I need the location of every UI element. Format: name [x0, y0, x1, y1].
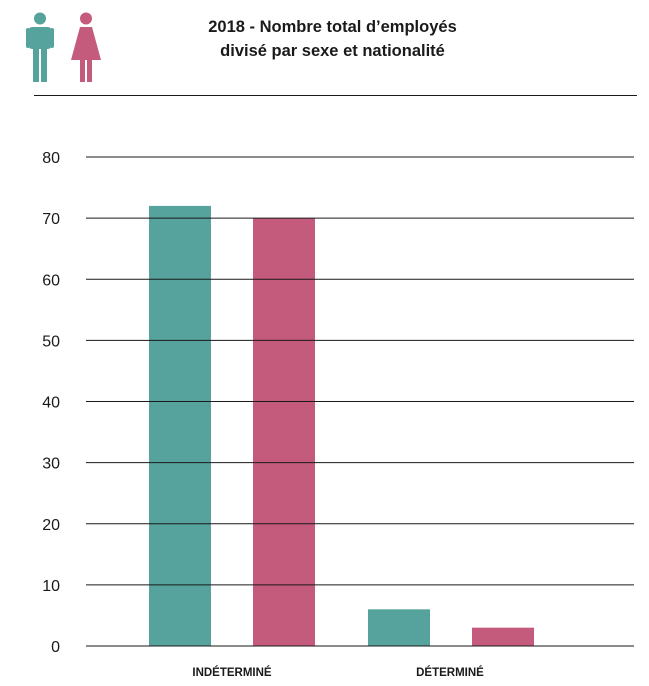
chart-title-line1: 2018 - Nombre total d’employés — [208, 18, 457, 36]
y-tick-label-50: 50 — [42, 333, 60, 350]
bar-female-0 — [253, 218, 315, 646]
male-icon — [26, 12, 54, 82]
y-tick-label-30: 30 — [42, 456, 60, 473]
female-icon — [71, 12, 101, 82]
y-tick-label-70: 70 — [42, 211, 60, 228]
header-divider — [34, 95, 637, 96]
bar-female-1 — [472, 627, 534, 646]
x-tick-label-1: DÉTERMINÉ — [416, 666, 484, 679]
y-tick-label-80: 80 — [42, 150, 60, 167]
y-tick-label-10: 10 — [42, 578, 60, 595]
x-tick-label-0: INDÉTERMINÉ — [192, 666, 272, 679]
y-tick-label-0: 0 — [51, 639, 60, 656]
bar-male-1 — [368, 609, 430, 646]
y-tick-label-60: 60 — [42, 272, 60, 289]
bar-male-0 — [149, 205, 211, 646]
chart-title-line2: divisé par sexe et nationalité — [220, 42, 445, 60]
chart-title: 2018 - Nombre total d’employés divisé pa… — [150, 15, 515, 63]
y-tick-label-40: 40 — [42, 395, 60, 412]
y-tick-label-20: 20 — [42, 517, 60, 534]
